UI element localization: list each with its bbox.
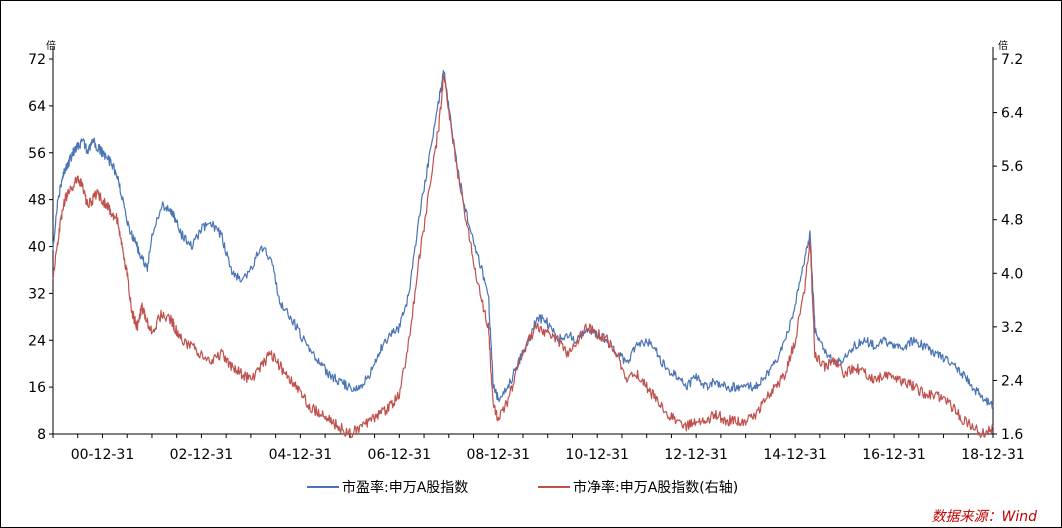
y-axis-right-unit: 倍: [998, 39, 1008, 52]
axes-layer: 倍倍726456484032241687.26.45.64.84.03.22.4…: [28, 39, 1025, 463]
series-line-pe: [52, 69, 994, 409]
legend-label-pb: 市净率:申万A股指数(右轴): [573, 479, 738, 496]
x-tick-label: 10-12-31: [565, 447, 629, 463]
y-right-tick-label: 2.4: [1001, 373, 1023, 389]
x-tick-label: 04-12-31: [269, 447, 333, 463]
y-right-tick-label: 6.4: [1001, 106, 1023, 122]
source-note: 数据来源：Wind: [932, 509, 1038, 525]
y-left-tick-label: 48: [28, 193, 46, 209]
x-tick-label: 16-12-31: [862, 447, 926, 463]
x-tick-label: 00-12-31: [71, 447, 135, 463]
y-right-tick-label: 4.8: [1001, 213, 1023, 229]
y-axis-left-unit: 倍: [46, 39, 56, 52]
y-right-tick-label: 7.2: [1001, 52, 1023, 68]
y-left-tick-label: 32: [28, 286, 46, 302]
y-right-tick-label: 5.6: [1001, 159, 1023, 175]
x-tick-label: 18-12-31: [961, 447, 1025, 463]
legend: 市盈率:申万A股指数 市净率:申万A股指数(右轴): [307, 479, 738, 496]
y-right-tick-label: 1.6: [1001, 427, 1023, 443]
y-left-tick-label: 16: [28, 380, 46, 396]
legend-label-pe: 市盈率:申万A股指数: [342, 479, 468, 496]
x-tick-label: 08-12-31: [466, 447, 530, 463]
series-line-pb: [52, 75, 994, 439]
y-left-tick-label: 40: [28, 240, 46, 256]
x-tick-label: 06-12-31: [368, 447, 432, 463]
y-left-tick-label: 56: [28, 146, 46, 162]
x-tick-label: 02-12-31: [170, 447, 234, 463]
y-left-tick-label: 8: [37, 427, 46, 443]
y-left-tick-label: 64: [28, 99, 46, 115]
x-tick-label: 12-12-31: [664, 447, 728, 463]
x-tick-label: 14-12-31: [763, 447, 827, 463]
series-layer: [52, 69, 994, 439]
y-right-tick-label: 3.2: [1001, 320, 1023, 336]
y-left-tick-label: 24: [28, 333, 46, 349]
y-right-tick-label: 4.0: [1001, 266, 1023, 282]
y-left-tick-label: 72: [28, 52, 46, 68]
